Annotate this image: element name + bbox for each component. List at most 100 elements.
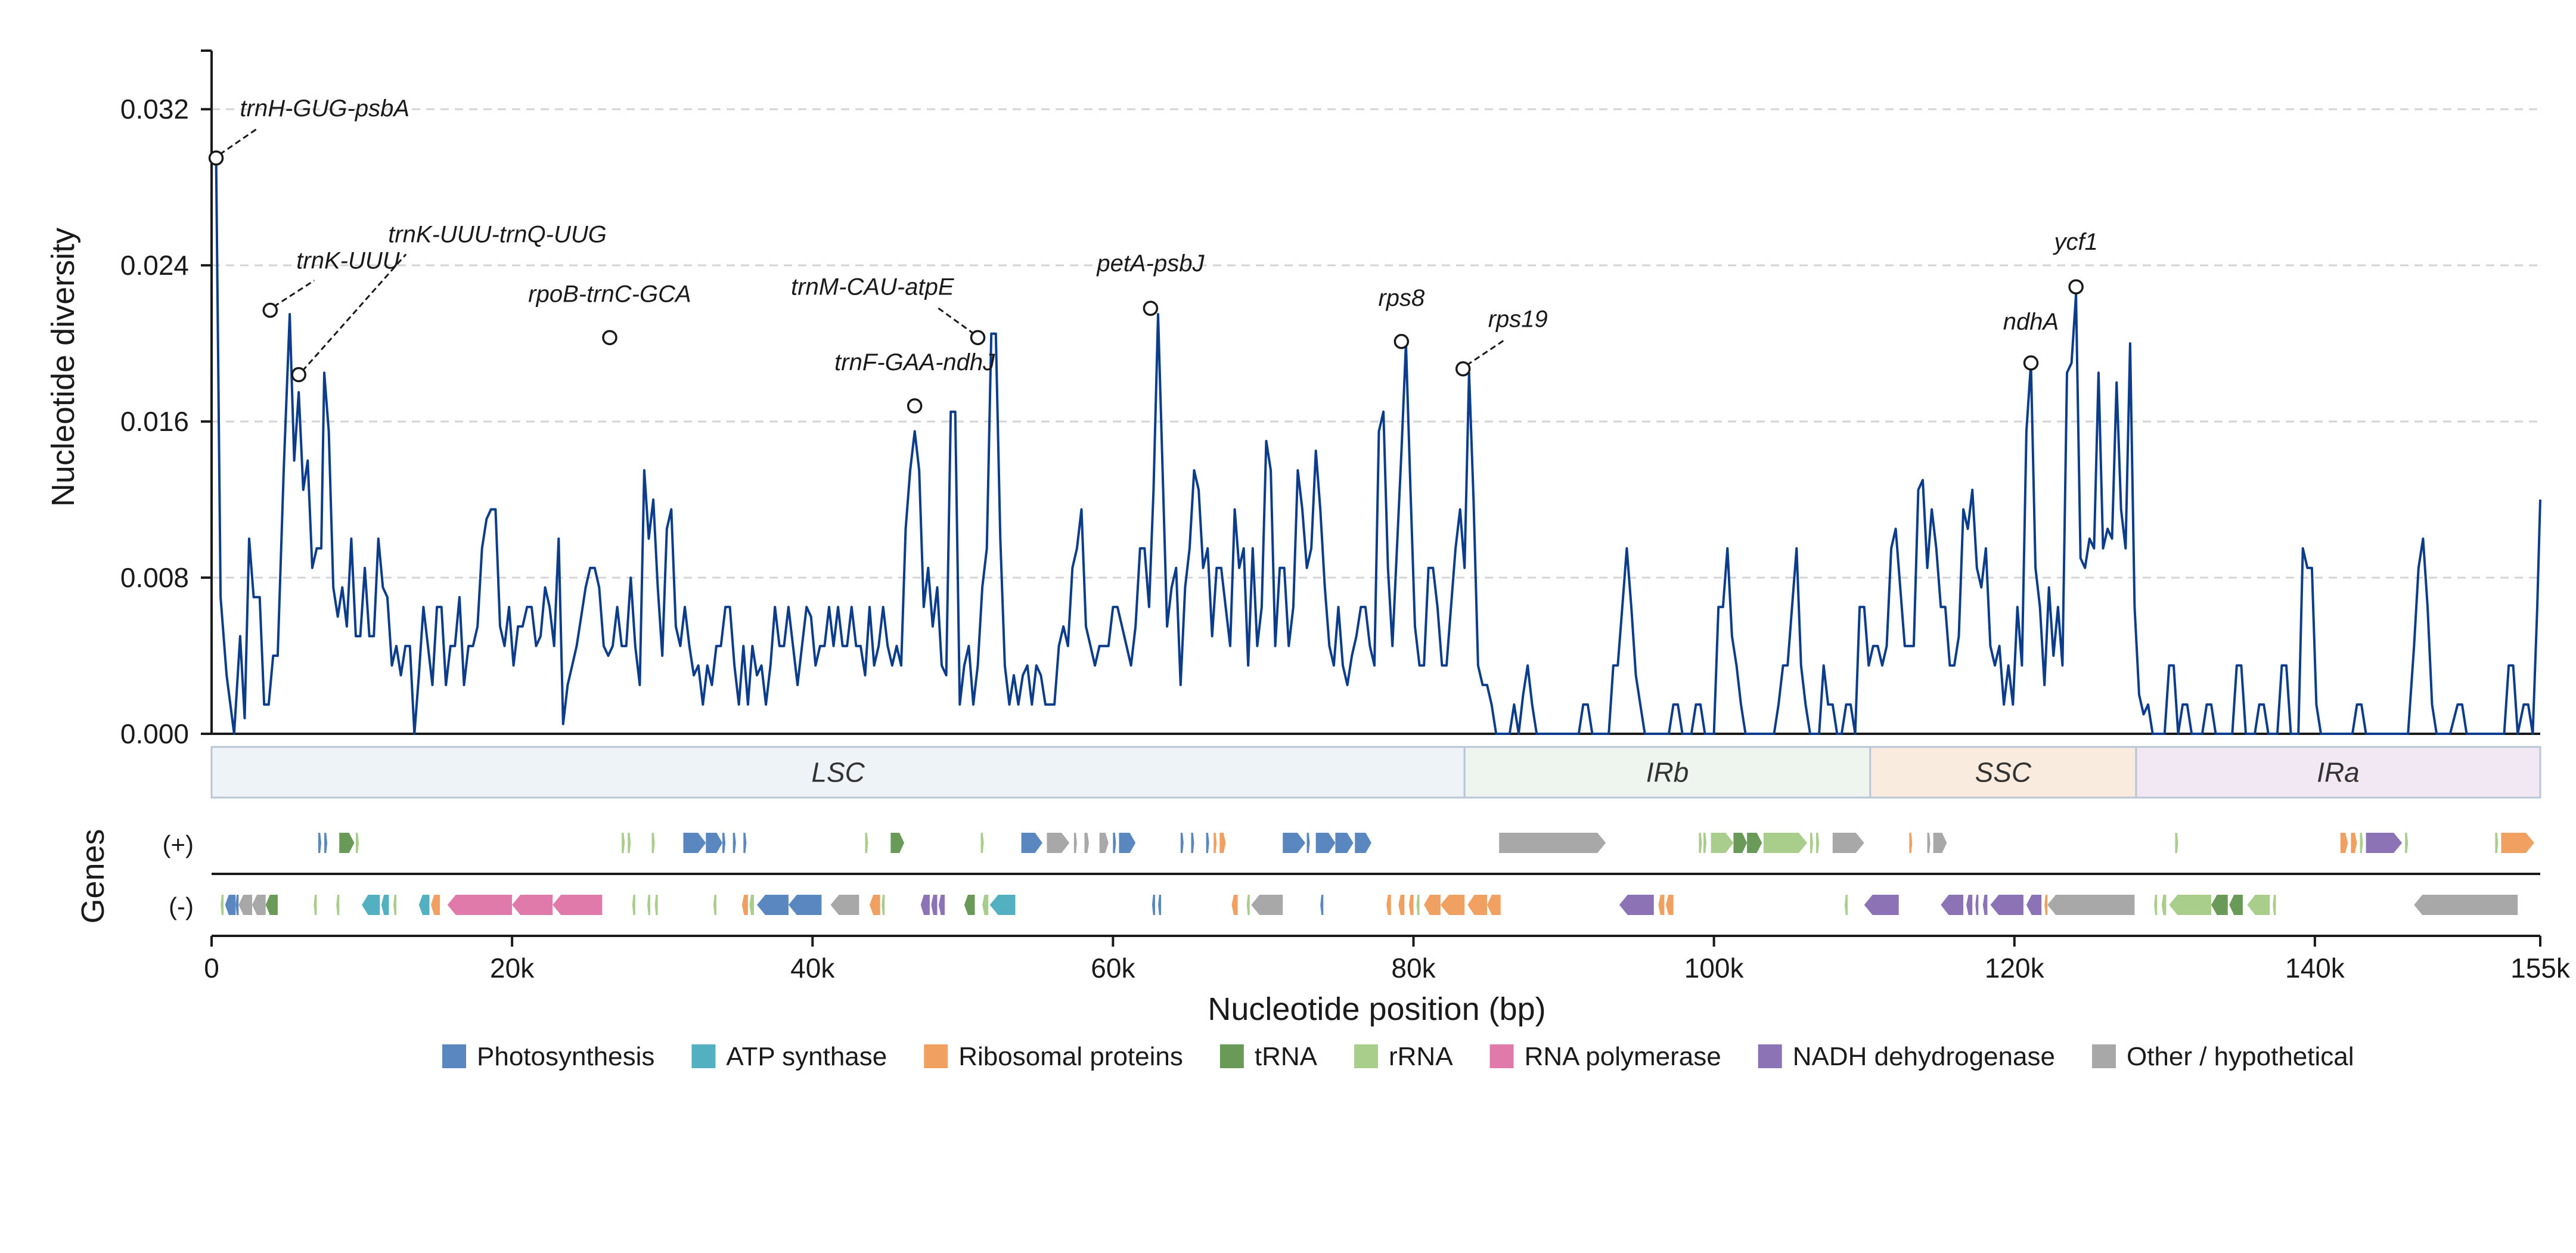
region-irb bbox=[1463, 746, 1872, 799]
annotation-leader bbox=[1466, 338, 1507, 366]
legend-swatch bbox=[1219, 1044, 1244, 1068]
peak-marker bbox=[208, 150, 224, 166]
gene-plus bbox=[1763, 833, 1807, 853]
gene-plus bbox=[1283, 833, 1306, 853]
annotation-leader bbox=[302, 253, 407, 372]
peak-label: trnK-UUU bbox=[296, 247, 400, 274]
x-axis-title: Nucleotide position (bp) bbox=[1208, 991, 1545, 1027]
gene-plus bbox=[706, 833, 723, 853]
legend-swatch bbox=[442, 1044, 466, 1068]
gene-minus bbox=[1158, 895, 1162, 915]
gene-minus bbox=[252, 895, 266, 915]
gene-minus bbox=[1231, 895, 1238, 915]
gene-minus bbox=[1844, 895, 1848, 915]
region-lsc bbox=[210, 746, 1466, 799]
gene-minus bbox=[982, 895, 989, 915]
region-label: SSC bbox=[1975, 757, 2032, 788]
legend-swatch bbox=[2091, 1044, 2116, 1068]
gene-plus bbox=[1810, 833, 1814, 853]
gene-plus bbox=[2366, 833, 2403, 853]
legend-label: Ribosomal proteins bbox=[958, 1042, 1183, 1071]
gene-minus bbox=[870, 895, 880, 915]
gene-minus bbox=[2169, 895, 2211, 915]
gene-minus bbox=[1416, 895, 1420, 915]
gene-plus bbox=[2495, 833, 2499, 853]
peak-label: rpoB-trnC-GCA bbox=[528, 281, 691, 307]
region-bar: LSC IRb SSC IRa bbox=[210, 746, 2541, 799]
gene-plus bbox=[1699, 833, 1702, 853]
annotation-leader bbox=[219, 127, 259, 156]
gene-minus bbox=[314, 895, 317, 915]
gene-plus bbox=[1021, 833, 1042, 853]
gene-minus bbox=[756, 895, 789, 915]
gene-plus bbox=[1933, 833, 1947, 853]
peak-label: ycf1 bbox=[2052, 229, 2097, 255]
gene-minus bbox=[221, 895, 224, 915]
gene-minus bbox=[1864, 895, 1899, 915]
gene-plus bbox=[1909, 833, 1913, 853]
gene-minus bbox=[830, 895, 859, 915]
region-ssc bbox=[1869, 746, 2137, 799]
legend-swatch bbox=[1354, 1044, 1378, 1068]
gene-minus bbox=[1424, 895, 1441, 915]
peak-marker bbox=[602, 330, 617, 346]
legend: Photosynthesis ATP synthase Ribosomal prot… bbox=[442, 1042, 2354, 1071]
gene-minus bbox=[1386, 895, 1391, 915]
gene-plus bbox=[1703, 833, 1707, 853]
gene-minus bbox=[964, 895, 975, 915]
gene-minus bbox=[2414, 895, 2518, 915]
gene-minus bbox=[1619, 895, 1654, 915]
peak-marker bbox=[291, 367, 306, 383]
gene-plus bbox=[1047, 833, 1070, 853]
gene-plus bbox=[1711, 833, 1734, 853]
legend-label: rRNA bbox=[1389, 1042, 1453, 1071]
gene-plus bbox=[2405, 833, 2409, 853]
gene-plus bbox=[651, 833, 655, 853]
peak-marker bbox=[2023, 355, 2039, 371]
gene-minus bbox=[882, 895, 885, 915]
legend-label: NADH dehydrogenase bbox=[1793, 1042, 2055, 1071]
gene-minus bbox=[2161, 895, 2167, 915]
gene-minus bbox=[741, 895, 748, 915]
y-tick-label: 0.024 bbox=[120, 250, 189, 281]
gene-plus bbox=[1213, 833, 1217, 853]
gene-minus bbox=[989, 895, 1016, 915]
gene-minus bbox=[1941, 895, 1964, 915]
legend-label: Other / hypothetical bbox=[2127, 1042, 2354, 1071]
strand-minus-label: (-) bbox=[169, 892, 194, 920]
gene-plus bbox=[890, 833, 905, 853]
legend-label: Photosynthesis bbox=[477, 1042, 654, 1071]
gene-minus bbox=[2047, 895, 2135, 915]
gene-minus bbox=[362, 895, 380, 915]
gene-minus bbox=[1398, 895, 1405, 915]
gene-minus bbox=[235, 895, 239, 915]
gene-minus bbox=[1990, 895, 2023, 915]
gene-plus bbox=[1073, 833, 1077, 853]
gene-minus bbox=[1440, 895, 1465, 915]
peak-label: trnM-CAU-atpE bbox=[791, 274, 955, 300]
gene-minus bbox=[393, 895, 397, 915]
peak-marker bbox=[970, 330, 986, 346]
gene-minus bbox=[1665, 895, 1674, 915]
strand-plus-label: (+) bbox=[163, 830, 194, 858]
gene-plus bbox=[1206, 833, 1209, 853]
gene-minus bbox=[2229, 895, 2243, 915]
x-tick-label: 120k bbox=[1985, 953, 2045, 984]
peak-label: rps8 bbox=[1378, 285, 1425, 311]
annotation-leader bbox=[935, 306, 975, 335]
gene-minus bbox=[1320, 895, 1324, 915]
region-label: IRa bbox=[2317, 757, 2360, 788]
gene-minus bbox=[931, 895, 938, 915]
legend-swatch bbox=[1758, 1044, 1782, 1068]
gene-plus bbox=[1306, 833, 1310, 853]
gene-plus bbox=[1219, 833, 1226, 853]
gene-minus bbox=[1966, 895, 1973, 915]
gene-plus bbox=[2340, 833, 2348, 853]
gene-minus bbox=[336, 895, 340, 915]
region-label: LSC bbox=[811, 757, 865, 788]
gene-plus bbox=[1733, 833, 1748, 853]
legend-label: ATP synthase bbox=[726, 1042, 887, 1071]
legend-swatch bbox=[691, 1044, 716, 1068]
gene-minus bbox=[265, 895, 278, 915]
